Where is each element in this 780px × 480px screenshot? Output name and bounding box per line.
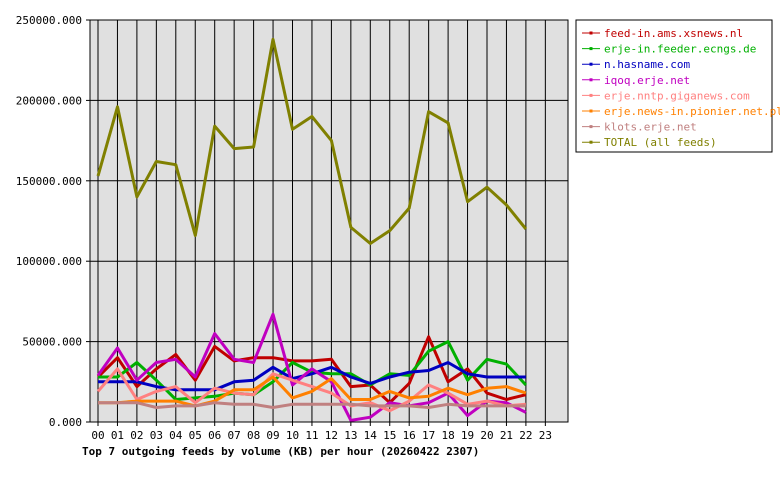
legend-label: erje.news-in.pionier.net.pl bbox=[604, 105, 780, 118]
series-line-iqoq-erje-net bbox=[96, 312, 527, 422]
x-tick-label: 21 bbox=[500, 429, 513, 442]
legend-label: n.hasname.com bbox=[604, 58, 690, 71]
legend-marker bbox=[589, 93, 593, 97]
legend-item: iqoq.erje.net bbox=[582, 74, 690, 87]
x-tick-label: 00 bbox=[91, 429, 104, 442]
legend-box bbox=[575, 19, 773, 153]
x-tick-label: 23 bbox=[539, 429, 552, 442]
grid bbox=[90, 19, 568, 423]
x-tick-label: 19 bbox=[461, 429, 474, 442]
plot-background bbox=[90, 20, 568, 422]
legend-marker bbox=[589, 31, 593, 35]
legend-label: klots.erje.net bbox=[604, 121, 697, 134]
legend-label: TOTAL (all feeds) bbox=[604, 136, 717, 149]
x-tick-label: 07 bbox=[228, 429, 241, 442]
legend-item: feed-in.ams.xsnews.nl bbox=[582, 27, 743, 40]
series-line-klots-erje-net bbox=[98, 401, 526, 409]
y-tick-label: 250000.000 bbox=[16, 14, 82, 27]
x-tick-label: 04 bbox=[169, 429, 183, 442]
x-axis-ticks: 00 01 02 03 04 05 06 07 08 09 10 11 12 13 14 15 16 17 18 19… bbox=[91, 422, 552, 442]
legend-item: n.hasname.com bbox=[582, 58, 690, 71]
x-tick-label: 22 bbox=[519, 429, 532, 442]
y-tick-label: 0.000 bbox=[49, 416, 82, 429]
x-tick-label: 15 bbox=[383, 429, 396, 442]
series-line-erje-news-in-pionier-net-pl bbox=[98, 375, 527, 408]
chart-title: Top 7 outgoing feeds by volume (KB) per … bbox=[82, 445, 479, 458]
legend-entries: feed-in.ams.xsnews.nl erje-in.feeder.ecng… bbox=[582, 27, 780, 149]
legend-label: erje.nntp.giganews.com bbox=[604, 89, 750, 102]
legend-label: erje-in.feeder.ecngs.de bbox=[604, 43, 756, 56]
legend-marker bbox=[589, 125, 593, 129]
legend-item: klots.erje.net bbox=[582, 121, 697, 134]
legend-marker bbox=[589, 47, 593, 51]
legend-label: feed-in.ams.xsnews.nl bbox=[604, 27, 743, 40]
legend-marker bbox=[589, 62, 593, 66]
x-tick-label: 16 bbox=[403, 429, 416, 442]
series-line-erje-in-feeder-ecngs-de bbox=[98, 340, 527, 401]
x-tick-label: 11 bbox=[305, 429, 318, 442]
series-lines bbox=[96, 37, 528, 422]
y-axis-ticks: 0.000 50000.000 100000.000 150000.000 200000… bbox=[16, 14, 90, 429]
y-tick-label: 200000.000 bbox=[16, 94, 82, 107]
legend: feed-in.ams.xsnews.nl erje-in.feeder.ecng… bbox=[575, 19, 780, 153]
legend-marker bbox=[589, 140, 593, 144]
x-tick-label: 18 bbox=[441, 429, 454, 442]
series-line-erje-nntp-giganews-com bbox=[96, 367, 527, 413]
legend-item: TOTAL (all feeds) bbox=[582, 136, 717, 149]
x-tick-label: 09 bbox=[266, 429, 279, 442]
series-line-total-all-feeds- bbox=[96, 37, 528, 245]
x-tick-label: 14 bbox=[364, 429, 378, 442]
legend-item: erje.nntp.giganews.com bbox=[582, 89, 750, 102]
x-tick-label: 20 bbox=[480, 429, 493, 442]
legend-marker bbox=[589, 78, 593, 82]
x-tick-label: 02 bbox=[130, 429, 143, 442]
legend-marker bbox=[589, 109, 593, 113]
x-tick-label: 08 bbox=[247, 429, 260, 442]
legend-label: iqoq.erje.net bbox=[604, 74, 690, 87]
legend-item: erje-in.feeder.ecngs.de bbox=[582, 43, 756, 56]
legend-item: erje.news-in.pionier.net.pl bbox=[582, 105, 780, 118]
x-tick-label: 17 bbox=[422, 429, 435, 442]
y-tick-label: 50000.000 bbox=[22, 336, 82, 349]
x-tick-label: 01 bbox=[111, 429, 124, 442]
x-tick-label: 03 bbox=[150, 429, 163, 442]
y-tick-label: 100000.000 bbox=[16, 255, 82, 268]
plot-frame bbox=[89, 19, 569, 423]
x-tick-label: 10 bbox=[286, 429, 299, 442]
x-tick-label: 12 bbox=[325, 429, 338, 442]
y-tick-label: 150000.000 bbox=[16, 175, 82, 188]
x-tick-label: 05 bbox=[189, 429, 202, 442]
x-tick-label: 13 bbox=[344, 429, 357, 442]
x-tick-label: 06 bbox=[208, 429, 221, 442]
